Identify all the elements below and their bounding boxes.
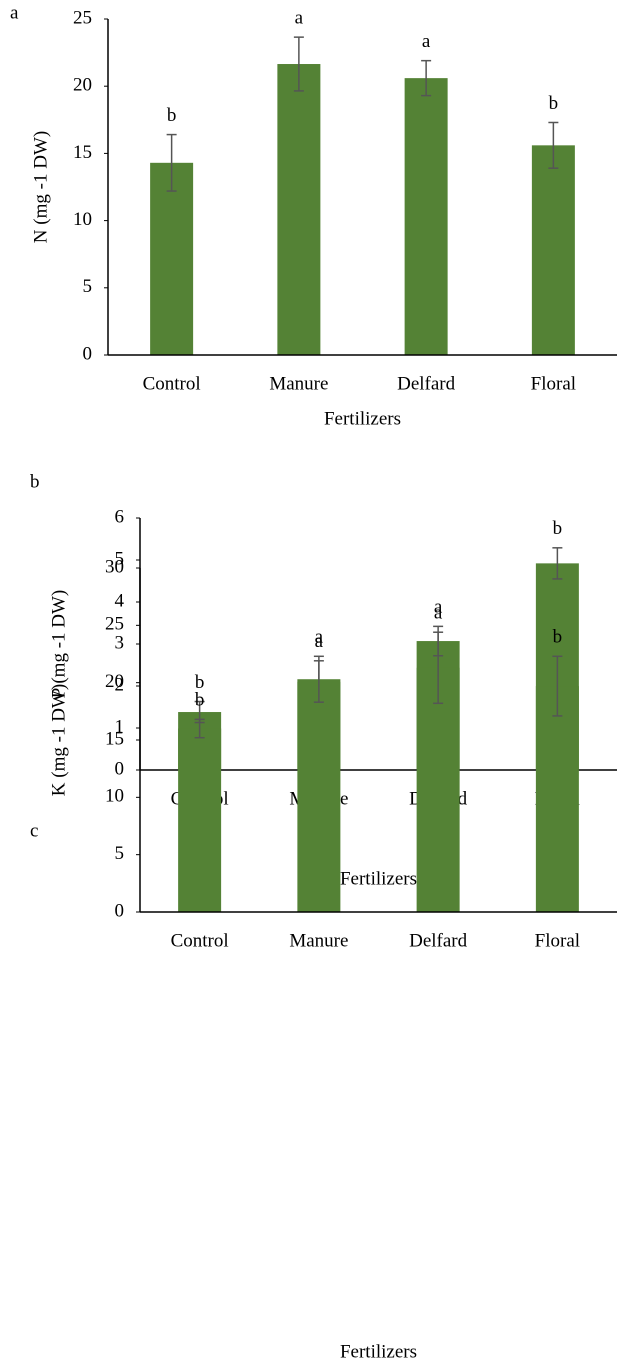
y-tick-label: 3 — [115, 632, 125, 653]
annotation: a — [315, 631, 324, 652]
y-tick-label: 20 — [105, 671, 124, 692]
bar — [150, 162, 194, 355]
y-tick-label: 2 — [115, 674, 125, 695]
y-tick-label: 6 — [115, 506, 125, 527]
bar — [404, 78, 448, 356]
y-tick-label: 15 — [105, 728, 124, 749]
y-tick-label: 0 — [115, 758, 125, 779]
y-tick-label: 5 — [115, 843, 125, 864]
y-tick-label: 25 — [73, 7, 92, 28]
y-tick-label: 10 — [105, 786, 124, 807]
y-tick-label: 1 — [115, 716, 125, 737]
y-axis-label: N (mg -1 DW) — [30, 131, 51, 243]
y-tick-label: 10 — [73, 209, 92, 230]
y-tick-label: 25 — [105, 614, 124, 635]
panel-label: a — [10, 2, 19, 23]
bar — [297, 679, 341, 912]
bar — [416, 667, 460, 912]
y-axis-label: P (mg -1 DW) — [48, 590, 69, 699]
x-tick-label: Delfard — [397, 373, 456, 394]
x-tick-label: Control — [143, 373, 201, 394]
y-tick-label: 4 — [115, 590, 125, 611]
x-tick-label: Control — [171, 930, 229, 951]
x-tick-label: Delfard — [409, 930, 468, 951]
y-axis-label: K (mg -1 DW) — [48, 684, 69, 796]
y-tick-label: 0 — [83, 343, 93, 364]
annotation: a — [422, 31, 431, 52]
y-tick-label: 15 — [73, 142, 92, 163]
annotation: a — [434, 597, 443, 618]
annotation: b — [549, 93, 559, 114]
y-tick-label: 5 — [83, 276, 93, 297]
y-tick-label: 0 — [115, 900, 125, 921]
annotation: b — [553, 627, 563, 648]
x-axis-label: Fertilizers — [340, 868, 417, 889]
bar — [531, 145, 575, 355]
x-tick-label: Floral — [531, 373, 576, 394]
annotation: a — [295, 8, 304, 29]
annotation: b — [167, 105, 177, 126]
annotation: b — [553, 518, 563, 539]
annotation: b — [195, 690, 205, 711]
x-axis-label: Fertilizers — [324, 408, 401, 429]
bar — [178, 728, 222, 912]
x-tick-label: Manure — [269, 373, 328, 394]
y-tick-label: 30 — [105, 556, 124, 577]
annotation: a — [315, 627, 324, 648]
panel-label: b — [30, 471, 40, 492]
y-tick-label: 5 — [115, 548, 125, 569]
annotation: b — [195, 672, 205, 693]
x-axis-label: Fertilizers — [340, 1341, 417, 1362]
y-tick-label: 20 — [73, 75, 92, 96]
bar — [535, 686, 579, 912]
annotation: a — [434, 603, 443, 624]
x-tick-label: Manure — [289, 930, 348, 951]
panel-label: c — [30, 820, 38, 841]
bar — [277, 64, 321, 356]
x-tick-label: Floral — [535, 930, 580, 951]
